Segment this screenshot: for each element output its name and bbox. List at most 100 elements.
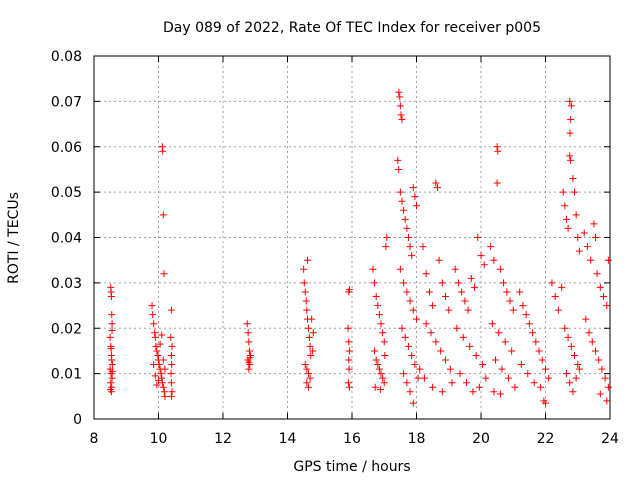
data-point bbox=[107, 379, 115, 387]
data-point bbox=[477, 252, 485, 260]
data-point bbox=[408, 252, 416, 260]
data-point bbox=[344, 379, 352, 387]
x-tick-label: 22 bbox=[537, 431, 555, 447]
data-point bbox=[300, 265, 308, 273]
x-tick-label: 12 bbox=[214, 431, 232, 447]
data-point bbox=[245, 365, 253, 373]
data-point bbox=[408, 351, 416, 359]
data-point bbox=[562, 370, 570, 378]
data-point bbox=[400, 370, 408, 378]
data-point bbox=[383, 234, 391, 241]
x-tick-label: 16 bbox=[343, 431, 361, 447]
data-point bbox=[398, 324, 406, 332]
data-point bbox=[453, 324, 461, 332]
data-point bbox=[396, 102, 404, 110]
data-point bbox=[588, 338, 596, 346]
y-tick-label: 0.02 bbox=[51, 321, 82, 337]
data-point bbox=[509, 306, 517, 314]
data-point bbox=[377, 370, 385, 378]
data-point bbox=[564, 333, 572, 341]
data-point bbox=[446, 365, 454, 373]
data-point bbox=[522, 311, 530, 319]
data-point bbox=[413, 202, 420, 210]
data-point bbox=[575, 365, 583, 373]
data-point bbox=[243, 320, 251, 328]
data-point bbox=[374, 361, 382, 369]
y-axis-label: ROTI / TECUs bbox=[6, 192, 22, 284]
data-point bbox=[506, 297, 514, 305]
data-point bbox=[411, 361, 419, 369]
data-point bbox=[567, 116, 575, 124]
data-point bbox=[168, 388, 176, 396]
data-point bbox=[307, 351, 315, 359]
data-point bbox=[529, 329, 537, 337]
data-point bbox=[498, 365, 506, 373]
data-point bbox=[309, 347, 317, 355]
data-point bbox=[380, 379, 388, 387]
data-point bbox=[345, 338, 353, 346]
data-point bbox=[396, 188, 404, 196]
data-point bbox=[603, 397, 611, 405]
data-point bbox=[150, 320, 158, 328]
data-point bbox=[375, 311, 383, 319]
data-point bbox=[309, 329, 317, 337]
data-point bbox=[425, 288, 433, 296]
data-point bbox=[416, 365, 424, 373]
data-point bbox=[474, 234, 482, 241]
data-point bbox=[161, 365, 169, 373]
data-point bbox=[303, 379, 311, 387]
data-point bbox=[404, 234, 412, 241]
data-point bbox=[545, 374, 553, 382]
data-point bbox=[303, 256, 311, 264]
data-point bbox=[394, 156, 402, 164]
data-point bbox=[167, 392, 175, 400]
data-point bbox=[374, 302, 382, 310]
data-point bbox=[591, 347, 599, 355]
data-point bbox=[153, 381, 161, 389]
data-point bbox=[108, 367, 116, 375]
data-point bbox=[403, 224, 411, 232]
data-point bbox=[429, 302, 437, 310]
y-tick-label: 0.04 bbox=[51, 231, 82, 247]
data-point bbox=[596, 390, 604, 398]
data-point bbox=[496, 265, 504, 273]
data-point bbox=[493, 179, 501, 187]
axis-ticks bbox=[93, 55, 611, 420]
data-point bbox=[530, 379, 538, 387]
data-point bbox=[429, 383, 437, 391]
data-point bbox=[442, 356, 450, 364]
data-point bbox=[372, 356, 380, 364]
data-point bbox=[306, 342, 314, 350]
data-point bbox=[561, 202, 569, 210]
data-point bbox=[303, 365, 311, 373]
data-point bbox=[108, 327, 116, 335]
data-point bbox=[409, 184, 417, 192]
data-point bbox=[558, 283, 566, 291]
data-point bbox=[159, 356, 167, 364]
data-point bbox=[538, 356, 546, 364]
data-point bbox=[344, 324, 352, 332]
data-point bbox=[437, 347, 445, 355]
data-point bbox=[459, 333, 467, 341]
data-point bbox=[305, 333, 313, 341]
data-point bbox=[575, 247, 583, 255]
data-point bbox=[419, 243, 427, 251]
data-point bbox=[411, 193, 419, 201]
data-point bbox=[462, 379, 470, 387]
data-point bbox=[375, 365, 383, 373]
data-point bbox=[574, 361, 582, 369]
data-point bbox=[401, 215, 409, 223]
data-point bbox=[108, 356, 116, 364]
data-point bbox=[167, 379, 175, 387]
y-tick-label: 0.01 bbox=[51, 367, 82, 383]
data-point bbox=[535, 347, 543, 355]
data-point bbox=[604, 256, 612, 264]
x-tick-label: 10 bbox=[150, 431, 168, 447]
data-point bbox=[598, 365, 606, 373]
data-point bbox=[569, 388, 577, 396]
data-point bbox=[587, 256, 595, 264]
data-point bbox=[508, 347, 516, 355]
data-point bbox=[532, 338, 540, 346]
data-point bbox=[345, 286, 353, 294]
data-point bbox=[397, 111, 405, 119]
